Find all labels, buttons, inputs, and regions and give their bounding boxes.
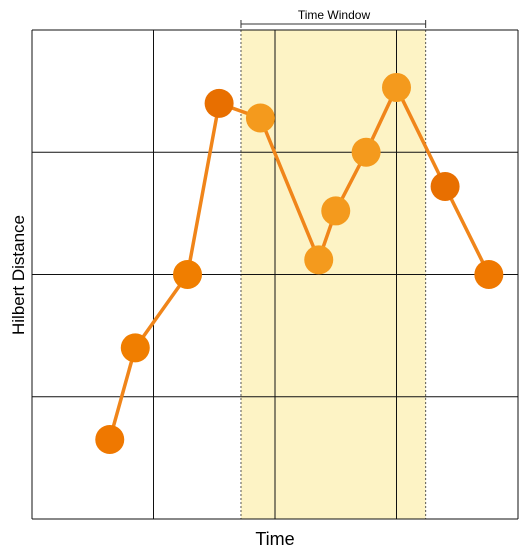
data-point-8	[351, 137, 381, 167]
data-point-10	[430, 171, 460, 201]
data-point-11	[474, 260, 504, 289]
data-point-1	[95, 425, 125, 455]
plot-area	[31, 20, 519, 520]
data-point-5	[245, 103, 275, 133]
y-axis-label: Hilbert Distance	[9, 215, 28, 335]
data-point-3	[173, 260, 203, 289]
data-point-9	[382, 72, 411, 102]
x-axis-label: Time	[255, 529, 294, 549]
data-point-6	[304, 245, 334, 275]
time-window-label: Time Window	[298, 8, 371, 22]
data-point-2	[120, 333, 150, 363]
data-point-7	[321, 196, 351, 226]
data-point-4	[204, 88, 234, 118]
